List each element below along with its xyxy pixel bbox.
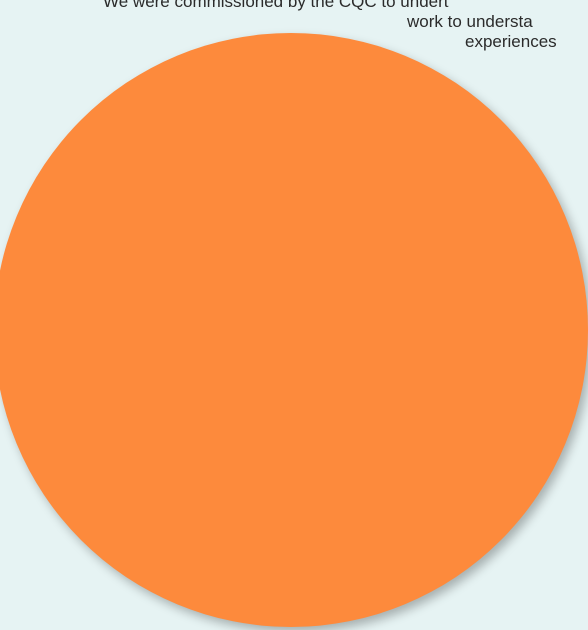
intro-text-line-1: We were commissioned by the CQC to under… xyxy=(103,0,449,11)
orange-circle-shape xyxy=(0,33,588,627)
intro-text-line-2: work to understa xyxy=(407,12,533,31)
intro-text-line-3: experiences xyxy=(465,32,557,51)
intro-text: We were commissioned by the CQC to under… xyxy=(0,0,588,101)
